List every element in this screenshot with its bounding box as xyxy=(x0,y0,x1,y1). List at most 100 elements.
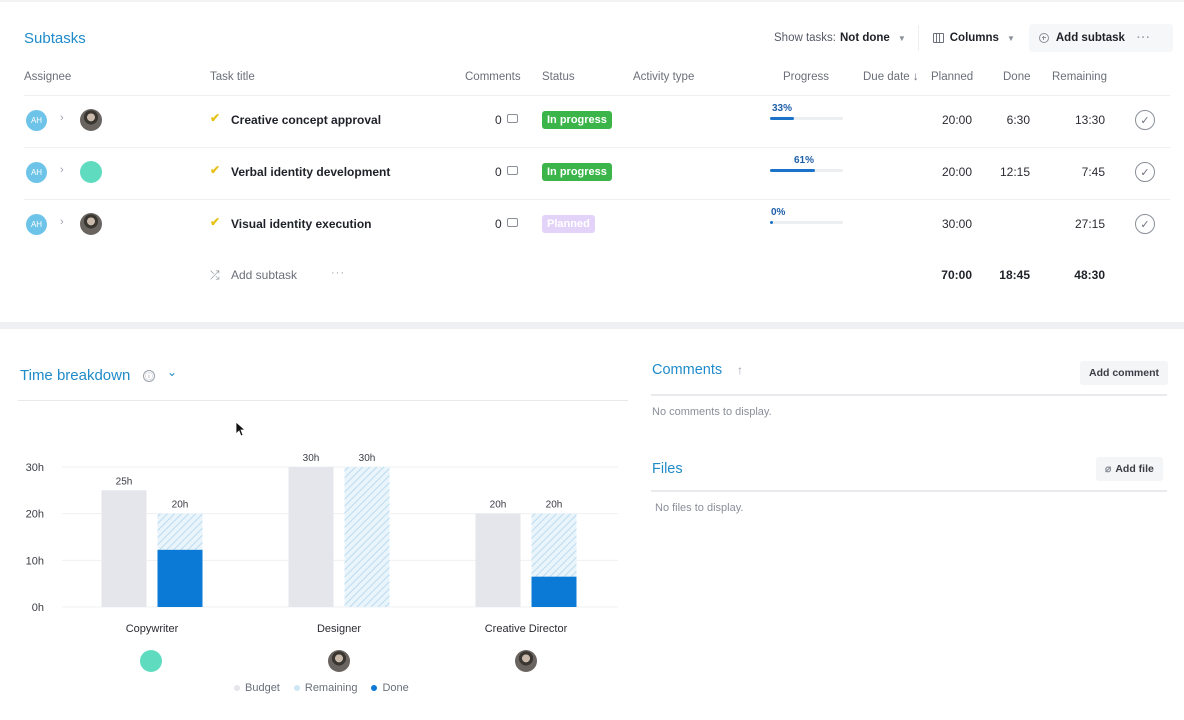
bar-done xyxy=(531,576,577,607)
status-badge[interactable]: In progress xyxy=(542,111,612,129)
legend-item-budget[interactable]: Budget xyxy=(234,682,280,694)
avatar[interactable]: AH xyxy=(26,110,47,131)
add-file-button[interactable]: ⌀ Add file xyxy=(1096,457,1163,481)
task-title[interactable]: Visual identity execution xyxy=(231,217,372,231)
comment-count: 0 xyxy=(495,217,502,231)
status-badge[interactable]: In progress xyxy=(542,163,612,181)
complete-check-icon[interactable]: ✓ xyxy=(1135,214,1155,234)
bar-value-label: 20h xyxy=(490,500,507,511)
comment-count: 0 xyxy=(495,113,502,127)
legend-dot xyxy=(293,685,300,691)
column-header-planned[interactable]: Planned xyxy=(931,71,974,83)
info-icon[interactable]: ⓘ xyxy=(143,370,155,382)
avatar[interactable] xyxy=(80,161,102,183)
bar-budget xyxy=(288,467,334,607)
table-row[interactable]: AH › ✔ Verbal identity development 0 In … xyxy=(0,148,1184,200)
legend-item-done[interactable]: Done xyxy=(371,682,409,694)
progress-fill xyxy=(770,169,815,172)
progress-fill xyxy=(770,117,795,120)
files-title: Files xyxy=(652,461,683,477)
add-comment-button[interactable]: Add comment xyxy=(1080,361,1169,385)
progress-bar xyxy=(770,169,843,172)
add-subtask-icon[interactable]: ⤮ xyxy=(210,268,220,282)
comment-icon[interactable] xyxy=(507,218,518,227)
complete-check-icon[interactable]: ✓ xyxy=(1135,162,1155,182)
table-row[interactable]: AH › ✔ Creative concept approval 0 In pr… xyxy=(0,96,1184,148)
sort-arrow-icon[interactable]: ↑ xyxy=(737,363,743,377)
avatar[interactable] xyxy=(140,650,162,672)
comment-icon[interactable] xyxy=(507,114,518,123)
add-subtask-button[interactable]: Add subtask ··· xyxy=(1028,24,1173,52)
toolbar-divider xyxy=(917,25,919,51)
subtasks-toolbar: Show tasks: Not done ▼ Columns ▼ Add sub… xyxy=(766,24,1173,52)
caret-down-icon: ▼ xyxy=(1006,33,1015,43)
show-tasks-value: Not done xyxy=(840,32,890,44)
planned-value: 30:00 xyxy=(941,217,972,231)
add-subtask-link[interactable]: Add subtask xyxy=(231,268,298,282)
chevron-down-icon[interactable]: ⌄ xyxy=(167,365,178,379)
time-breakdown-chart: 0h 10h 20h 30h 25h 20h Copywriter 30h 30h Designe… xyxy=(26,453,618,635)
comments-empty-text: No comments to display. xyxy=(652,406,772,418)
y-tick-label: 10h xyxy=(26,555,44,567)
columns-icon xyxy=(932,33,944,43)
bar-budget xyxy=(475,513,521,607)
chevron-right-icon[interactable]: › xyxy=(60,216,64,228)
comment-icon[interactable] xyxy=(507,166,518,175)
planned-value: 20:00 xyxy=(941,165,972,179)
total-done: 18:45 xyxy=(999,268,1030,282)
complete-check-icon[interactable]: ✓ xyxy=(1135,110,1155,130)
done-value: 12:15 xyxy=(999,165,1030,179)
progress-bar xyxy=(770,221,843,224)
chevron-right-icon[interactable]: › xyxy=(60,164,64,176)
show-tasks-filter[interactable]: Show tasks: Not done ▼ xyxy=(766,24,914,52)
task-title[interactable]: Creative concept approval xyxy=(231,113,382,127)
more-options-icon[interactable]: ··· xyxy=(1136,32,1151,44)
column-header-assignee[interactable]: Assignee xyxy=(24,71,72,83)
column-header-progress[interactable]: Progress xyxy=(783,71,830,83)
bar-value-label: 20h xyxy=(172,500,189,511)
avatar[interactable] xyxy=(515,650,537,672)
bar-done xyxy=(157,549,203,607)
status-badge[interactable]: Planned xyxy=(542,215,595,233)
column-header-due-date[interactable]: Due date ↓ xyxy=(863,71,919,83)
plus-circle-icon xyxy=(1038,33,1049,43)
avatar[interactable] xyxy=(328,650,350,672)
files-empty-text: No files to display. xyxy=(655,502,744,514)
column-header-done[interactable]: Done xyxy=(1003,71,1031,83)
y-tick-label: 20h xyxy=(26,509,44,521)
column-header-task-title[interactable]: Task title xyxy=(210,71,255,83)
avatar[interactable]: AH xyxy=(26,162,47,183)
category-label: Copywriter xyxy=(126,623,179,635)
row-divider xyxy=(24,147,1170,148)
row-divider xyxy=(24,95,1170,96)
task-title[interactable]: Verbal identity development xyxy=(231,165,391,179)
mouse-cursor-icon xyxy=(235,421,245,437)
legend-dot xyxy=(234,685,240,691)
chart-legend: Budget Remaining Done xyxy=(234,682,423,694)
comments-title: Comments xyxy=(652,362,723,378)
show-tasks-label: Show tasks: xyxy=(774,32,836,44)
legend-item-remaining[interactable]: Remaining xyxy=(293,682,358,694)
column-header-remaining[interactable]: Remaining xyxy=(1052,71,1107,83)
bar-remaining xyxy=(344,467,390,607)
avatar[interactable]: AH xyxy=(26,214,47,235)
planned-value: 20:00 xyxy=(941,113,972,127)
progress-percent: 0% xyxy=(771,207,786,218)
column-header-status[interactable]: Status xyxy=(542,71,575,83)
chevron-right-icon[interactable]: › xyxy=(60,112,64,124)
remaining-value: 13:30 xyxy=(1074,113,1105,127)
section-divider xyxy=(0,322,1184,329)
avatar[interactable] xyxy=(80,109,102,131)
legend-label: Remaining xyxy=(304,682,358,694)
column-header-activity-type[interactable]: Activity type xyxy=(633,71,695,83)
remaining-value: 7:45 xyxy=(1081,165,1105,179)
columns-button[interactable]: Columns ▼ xyxy=(923,24,1025,52)
table-row[interactable]: AH › ✔ Visual identity execution 0 Plann… xyxy=(0,200,1184,252)
bar-budget xyxy=(101,490,147,607)
y-tick-label: 0h xyxy=(32,602,44,614)
column-header-comments[interactable]: Comments xyxy=(465,71,521,83)
avatar[interactable] xyxy=(80,213,102,235)
legend-label: Budget xyxy=(245,682,280,694)
bar-value-label: 20h xyxy=(546,500,563,511)
more-options-icon[interactable]: ··· xyxy=(331,267,345,279)
